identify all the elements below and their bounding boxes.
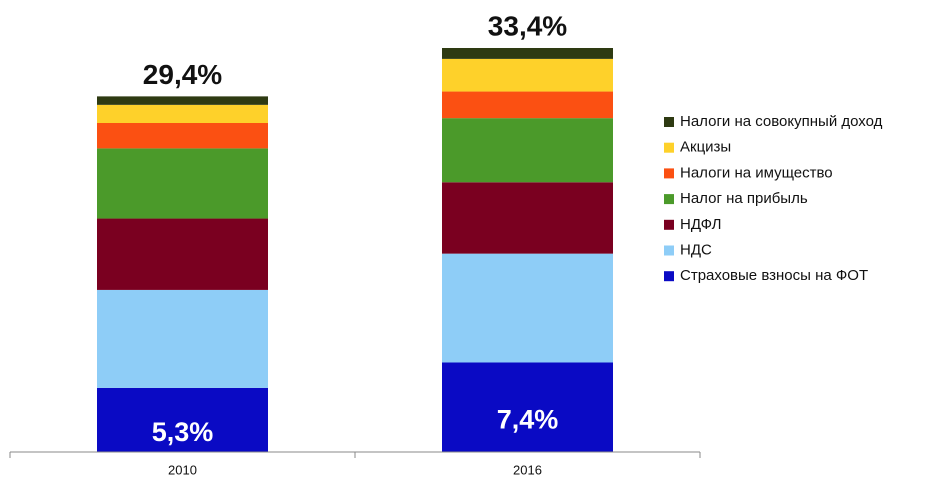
legend-label: Налог на прибыль (680, 190, 808, 207)
bar-segment (97, 148, 268, 219)
bar-segment (97, 289, 268, 388)
total-label: 29,4% (143, 59, 222, 90)
bar-segment (97, 387, 268, 452)
bar-segment (442, 182, 613, 254)
bar-segment (442, 362, 613, 452)
data-label: 7,4% (497, 404, 559, 434)
legend-label: НДФЛ (680, 216, 721, 233)
total-label: 33,4% (488, 10, 567, 41)
legend-label: Акцизы (680, 139, 731, 156)
x-tick-label: 2016 (513, 462, 542, 477)
legend-swatch (664, 245, 674, 256)
x-tick-label: 2010 (168, 462, 197, 477)
data-label: 5,3% (152, 417, 214, 447)
bar-segment (442, 118, 613, 183)
legend-label: НДС (680, 241, 712, 258)
legend-swatch (664, 142, 674, 153)
legend-swatch (664, 168, 674, 179)
bar-segment (97, 96, 268, 105)
bar-segment (97, 218, 268, 290)
legend-swatch (664, 117, 674, 127)
legend-label: Налоги на совокупный доход (680, 113, 883, 130)
legend-swatch (664, 194, 674, 205)
bar-segment (97, 122, 268, 149)
bar-segment (442, 91, 613, 119)
bar-segment (442, 48, 613, 59)
legend-swatch (664, 271, 674, 282)
legend-label: Страховые взносы на ФОТ (680, 267, 868, 284)
legend-label: Налоги на имущество (680, 164, 833, 181)
bar-segment (442, 253, 613, 363)
bar-segment (442, 58, 613, 92)
legend-swatch (664, 219, 674, 230)
bar-segment (97, 104, 268, 123)
